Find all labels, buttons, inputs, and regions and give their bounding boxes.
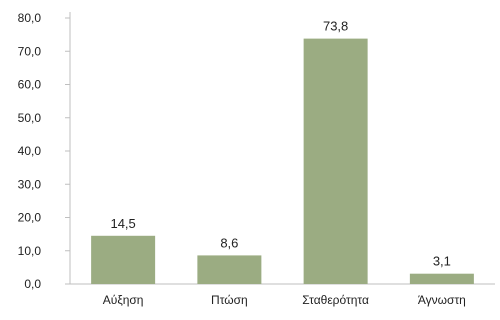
y-tick-label: 20,0 — [18, 211, 42, 225]
x-category-label: Άγνωστη — [418, 293, 466, 307]
bar-2 — [197, 255, 262, 284]
y-tick-label: 80,0 — [18, 11, 42, 25]
x-category-label: Πτώση — [211, 293, 248, 307]
bar-1 — [91, 235, 156, 284]
y-tick-label: 50,0 — [18, 111, 42, 125]
y-tick-label: 10,0 — [18, 244, 42, 258]
y-tick-label: 70,0 — [18, 44, 42, 58]
bar-value-label: 3,1 — [433, 254, 451, 269]
y-tick-label: 0,0 — [24, 277, 41, 291]
bar-value-label: 73,8 — [323, 19, 348, 34]
y-tick-label: 40,0 — [18, 144, 42, 158]
y-tick-label: 30,0 — [18, 177, 42, 191]
x-category-label: Σταθερότητα — [302, 293, 369, 307]
bar-4 — [409, 273, 474, 284]
bar-value-label: 14,5 — [110, 216, 135, 231]
bar-value-label: 8,6 — [220, 235, 238, 250]
y-tick-label: 60,0 — [18, 78, 42, 92]
x-category-label: Αύξηση — [103, 293, 144, 307]
bar-3 — [303, 38, 368, 284]
